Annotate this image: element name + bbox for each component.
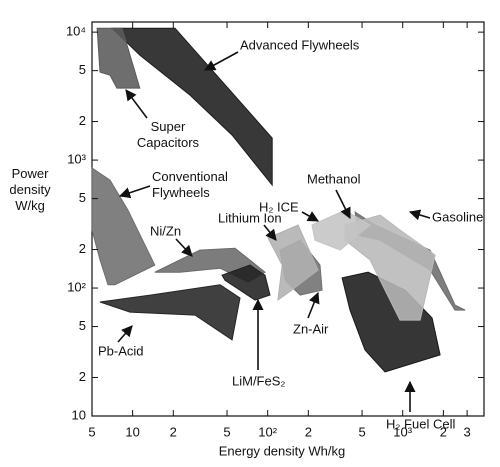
region [99, 284, 241, 341]
x-axis-label: Energy density Wh/kg [219, 443, 345, 458]
region [91, 167, 156, 286]
region-label: Advanced Flywheels [240, 37, 360, 52]
region [267, 224, 319, 302]
y-tick-label: 5 [79, 190, 86, 205]
region-label: Conventional Flywheels [152, 169, 228, 200]
annotation-arrow [335, 189, 351, 220]
annotation-arrow [117, 325, 133, 343]
y-axis-label: Power density W/kg [9, 166, 51, 213]
region [344, 214, 436, 321]
region [96, 27, 141, 89]
y-tick-label: 2 [79, 113, 86, 128]
x-tick-label: 2 [440, 424, 447, 439]
x-tick-label: 2 [305, 424, 312, 439]
y-tick-label: 2 [79, 369, 86, 384]
x-tick-label: 5 [88, 424, 95, 439]
region-label: H₂ ICE [259, 199, 299, 214]
region-label: Gasoline [432, 209, 483, 224]
y-tick-label: 5 [79, 318, 86, 333]
y-tick-label: 5 [79, 62, 86, 77]
region-label: Pb-Acid [98, 343, 144, 358]
x-tick-label: 5 [223, 424, 230, 439]
region-label: Super Capacitors [137, 119, 200, 150]
region-label: H₂ Fuel Cell [386, 416, 455, 431]
region-label: Ni/Zn [150, 223, 181, 238]
y-tick-label: 10³ [67, 152, 86, 167]
annotation-arrow [408, 209, 431, 221]
region [110, 27, 273, 187]
annotation-arrow [204, 51, 239, 71]
annotations: Advanced Flywheels Super Capacitors Convent… [98, 37, 483, 431]
region [311, 209, 371, 251]
x-tick-label: 2 [170, 424, 177, 439]
x-tick-label: 5 [358, 424, 365, 439]
y-tick-label: 10⁴ [66, 24, 86, 39]
y-tick-label: 10² [67, 279, 86, 294]
annotation-arrow [301, 211, 319, 222]
x-tick-label: 3 [464, 424, 471, 439]
regions [91, 27, 466, 373]
x-tick-label: 10 [125, 424, 139, 439]
region-label: Zn-Air [293, 321, 329, 336]
x-tick-label: 10³ [393, 424, 412, 439]
y-tick-label: 10 [72, 407, 86, 422]
annotation-arrow [263, 224, 277, 241]
region-label: LiM/FeS₂ [232, 373, 285, 388]
x-tick-label: 10² [258, 424, 277, 439]
annotation-arrow [125, 89, 148, 119]
region [221, 264, 271, 301]
annotation-arrow [118, 185, 151, 199]
region-label: Methanol [307, 171, 361, 186]
y-tick-label: 2 [79, 241, 86, 256]
annotation-arrow [307, 291, 320, 319]
annotation-arrow [175, 238, 193, 257]
region-label: Lithium Ion [218, 210, 282, 225]
